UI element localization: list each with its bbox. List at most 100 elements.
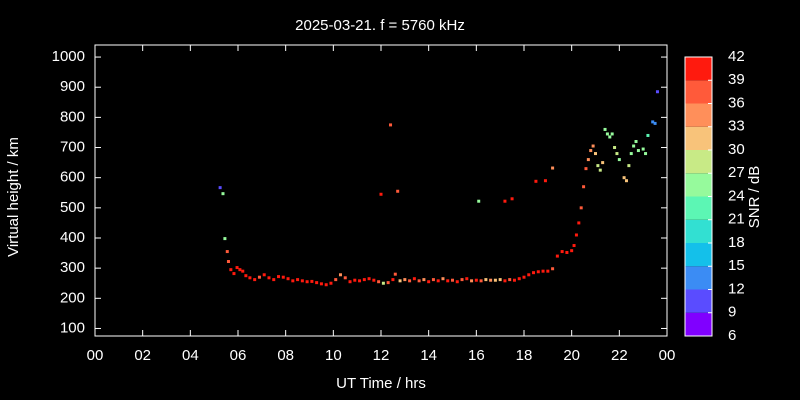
point <box>248 276 252 280</box>
colorbar-box <box>685 289 712 313</box>
point <box>610 132 614 136</box>
point <box>572 244 576 248</box>
point <box>591 144 595 148</box>
y-tick-label: 300 <box>60 259 85 276</box>
point <box>624 179 628 183</box>
point <box>517 277 521 281</box>
point <box>551 166 555 170</box>
point <box>372 278 376 282</box>
point <box>362 278 366 282</box>
point <box>503 279 507 283</box>
y-tick-label: 100 <box>60 319 85 336</box>
colorbar-box <box>685 219 712 243</box>
colorbar-box <box>685 150 712 174</box>
colorbar-tick-label: 42 <box>728 48 745 65</box>
point <box>223 237 227 241</box>
x-tick-label: 14 <box>420 347 437 364</box>
colorbar-box <box>685 57 712 81</box>
colorbar-tick-label: 15 <box>728 257 745 274</box>
x-tick-label: 06 <box>230 347 247 364</box>
colorbar-tick-label: 33 <box>728 118 745 135</box>
point <box>489 278 493 282</box>
point <box>460 278 464 282</box>
point <box>555 254 559 258</box>
point <box>319 282 323 286</box>
point <box>417 279 421 283</box>
point <box>324 283 328 287</box>
y-tick-label: 500 <box>60 199 85 216</box>
colorbar-tick-label: 39 <box>728 71 745 88</box>
point <box>225 250 229 254</box>
point <box>391 278 395 282</box>
point <box>281 275 285 279</box>
point <box>470 279 474 283</box>
point <box>644 152 648 156</box>
point <box>541 269 545 273</box>
point <box>272 278 276 282</box>
x-tick-label: 04 <box>182 347 199 364</box>
y-tick-label: 400 <box>60 229 85 246</box>
point <box>465 277 469 281</box>
y-axis-label: Virtual height / km <box>5 137 22 257</box>
point <box>253 278 257 282</box>
y-tick-label: 200 <box>60 289 85 306</box>
plot-frame <box>94 44 668 337</box>
point <box>381 281 385 285</box>
point <box>300 279 304 283</box>
point <box>367 277 371 281</box>
point <box>262 273 266 277</box>
point <box>622 176 626 180</box>
point <box>427 280 431 284</box>
point <box>310 279 314 283</box>
point <box>551 267 555 271</box>
point <box>296 278 300 282</box>
colorbar-tick-label: 21 <box>728 211 745 228</box>
colorbar-box <box>685 196 712 220</box>
point <box>508 278 512 282</box>
point <box>584 167 588 171</box>
point <box>570 249 574 253</box>
point <box>257 275 261 279</box>
point <box>229 268 233 272</box>
x-tick-label: 00 <box>659 347 676 364</box>
point <box>641 147 645 151</box>
point <box>241 269 245 273</box>
point <box>451 278 454 282</box>
point <box>577 221 581 225</box>
colorbar-label: SNR / dB <box>746 166 763 229</box>
y-tick-label: 600 <box>60 169 85 186</box>
point <box>527 273 531 277</box>
point <box>238 268 242 272</box>
colorbar-tick-label: 36 <box>728 94 745 111</box>
colorbar-tick-label: 9 <box>728 304 736 321</box>
point <box>627 164 631 168</box>
point <box>582 185 586 189</box>
point <box>598 168 602 172</box>
point <box>560 250 564 254</box>
y-tick-label: 900 <box>60 78 85 95</box>
colorbar-tick-label: 12 <box>728 280 745 297</box>
point <box>629 152 633 156</box>
point <box>586 158 590 162</box>
point <box>479 279 483 283</box>
colorbar-box <box>685 103 712 127</box>
point <box>408 279 412 283</box>
point <box>579 206 583 210</box>
point <box>232 272 236 276</box>
colorbar-tick-label: 27 <box>728 164 745 181</box>
point <box>412 277 416 281</box>
colorbar-box <box>685 243 712 267</box>
point <box>431 278 435 282</box>
point <box>358 279 362 283</box>
y-tick-label: 700 <box>60 138 85 155</box>
point <box>646 133 650 137</box>
point <box>291 279 295 283</box>
point <box>267 276 271 280</box>
x-tick-label: 12 <box>373 347 390 364</box>
point <box>522 275 526 279</box>
x-tick-label: 02 <box>134 347 151 364</box>
point <box>589 149 593 153</box>
point <box>455 280 459 284</box>
point <box>396 189 400 193</box>
point <box>608 135 612 139</box>
